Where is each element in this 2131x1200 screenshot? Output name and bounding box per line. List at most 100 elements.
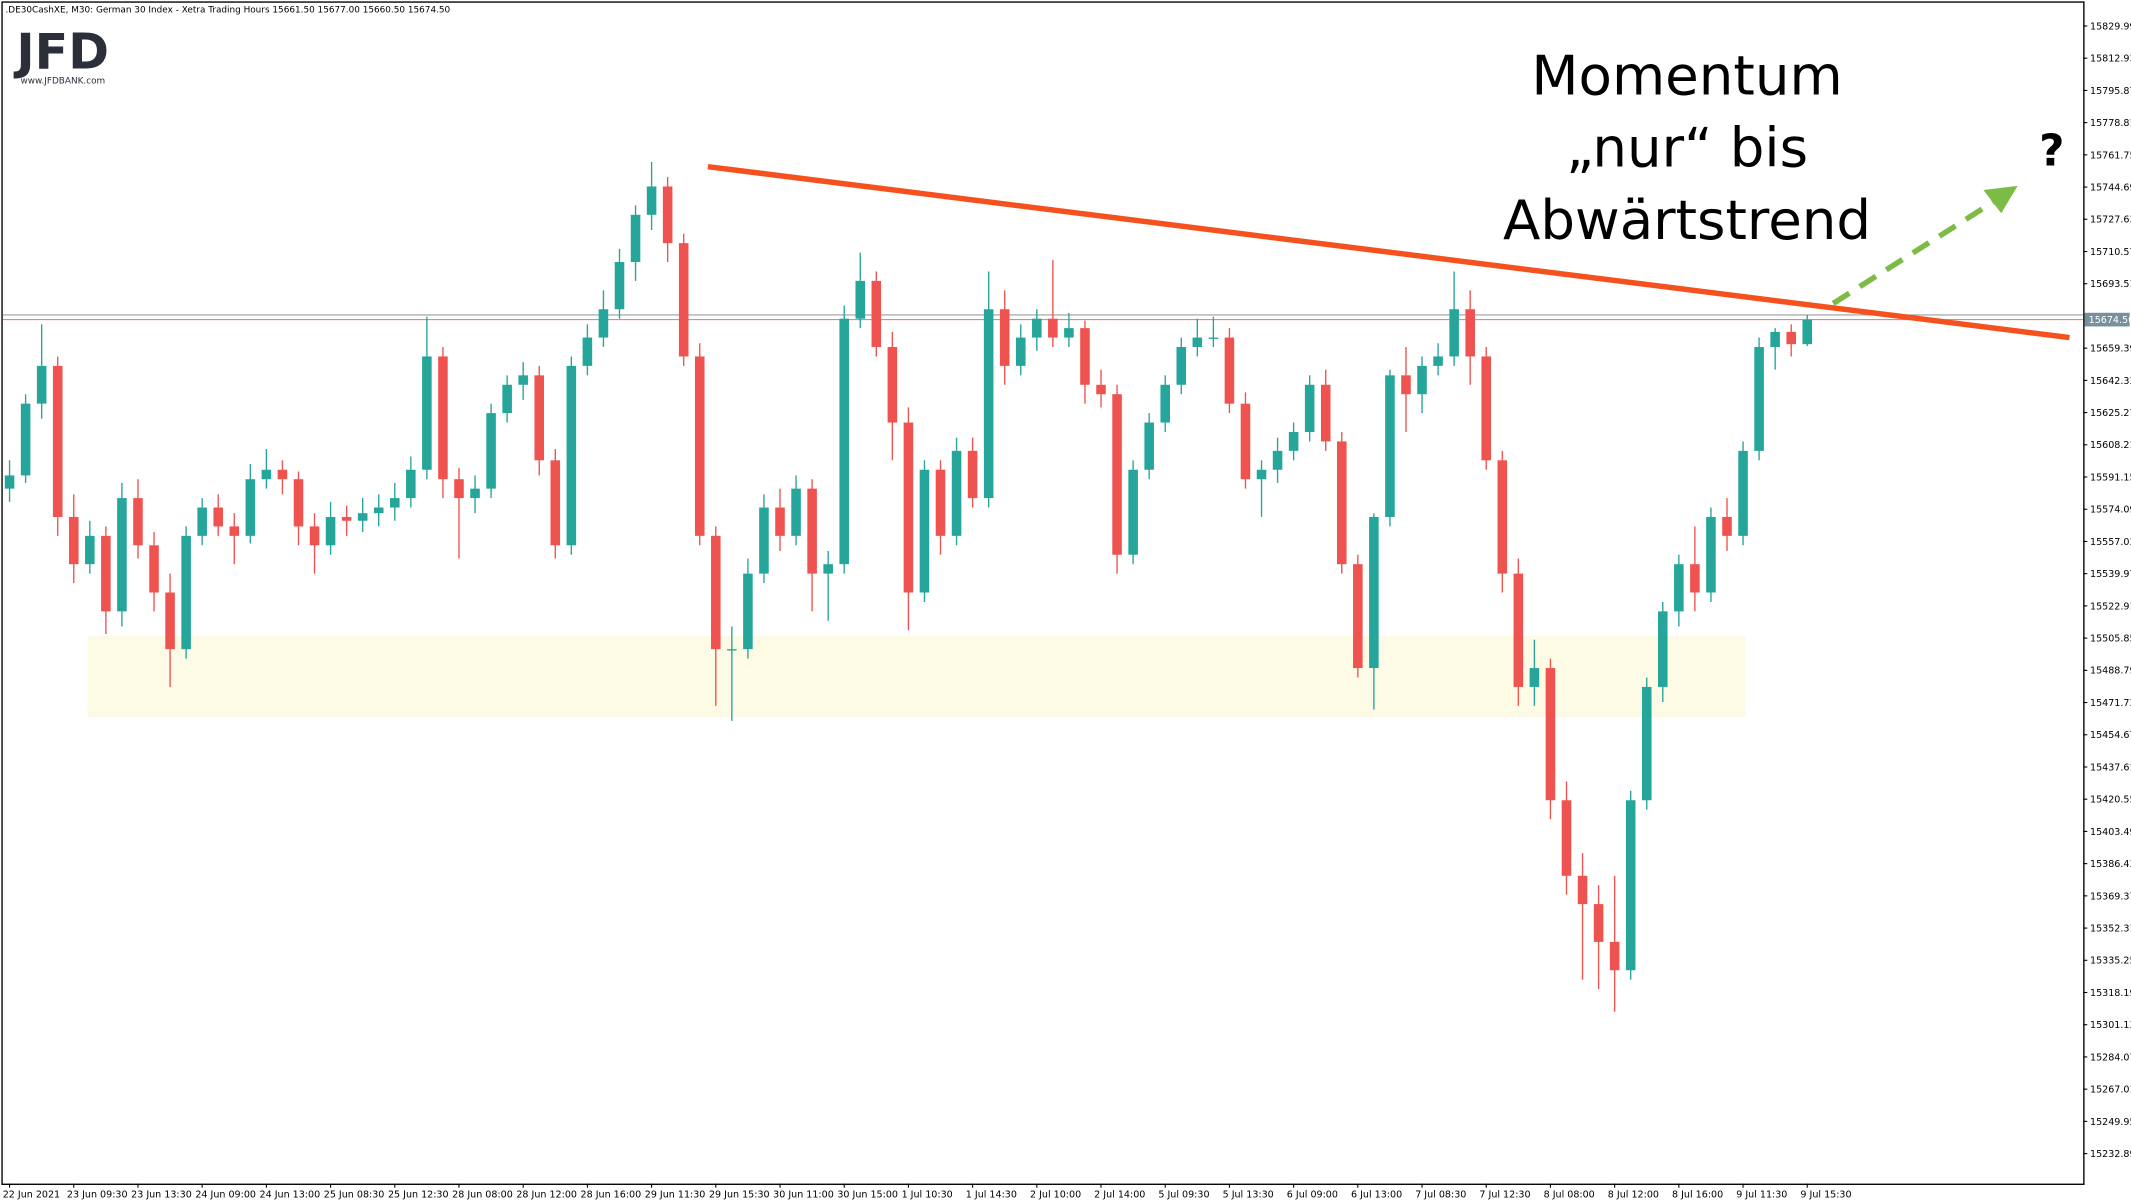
candle-body — [181, 535, 191, 650]
candle-body — [1369, 516, 1379, 669]
candle-body — [117, 498, 127, 612]
x-tick-label: 8 Jul 08:00 — [1544, 1189, 1595, 1200]
y-tick-label: 15539.97 — [2090, 569, 2131, 580]
candle-body — [1353, 564, 1363, 669]
candle-body — [711, 535, 721, 650]
x-tick-label: 28 Jun 16:00 — [581, 1189, 642, 1200]
x-tick-label: 6 Jul 13:00 — [1351, 1189, 1402, 1200]
x-tick-label: 23 Jun 09:30 — [67, 1189, 128, 1200]
y-tick-label: 15267.01 — [2090, 1085, 2131, 1096]
x-tick-label: 23 Jun 13:30 — [131, 1189, 192, 1200]
y-tick-label: 15488.79 — [2090, 666, 2131, 677]
candle-body — [470, 488, 480, 499]
candle-body — [1417, 365, 1427, 395]
y-tick-label: 15710.57 — [2090, 247, 2131, 258]
candle-body — [1385, 375, 1395, 517]
y-tick-label: 15608.21 — [2090, 440, 2131, 451]
candle-body — [1802, 319, 1813, 345]
candle-body — [357, 513, 368, 521]
candle-body — [694, 356, 705, 536]
candle-body — [406, 469, 416, 499]
candle-body — [1128, 469, 1138, 555]
y-tick-label: 15437.61 — [2090, 762, 2131, 773]
logo: JFD — [13, 22, 109, 80]
candle-body — [85, 535, 95, 565]
x-tick-label: 5 Jul 09:30 — [1158, 1189, 1209, 1200]
question-mark: ? — [2039, 125, 2064, 176]
candle-body — [1176, 347, 1187, 385]
y-tick-label: 15522.91 — [2090, 601, 2131, 612]
y-tick-label: 15727.63 — [2090, 215, 2131, 226]
candle-body — [1593, 904, 1604, 942]
candle-body — [1577, 875, 1588, 905]
candle-body — [373, 507, 384, 514]
candle-body — [887, 347, 898, 423]
candle-body — [277, 469, 288, 480]
support-zone — [87, 635, 1746, 718]
candle-body — [807, 488, 817, 574]
candle-body — [678, 243, 689, 357]
candle-body — [36, 365, 47, 404]
y-tick-label: 15761.75 — [2090, 150, 2131, 161]
candle-body — [983, 309, 994, 499]
y-tick-label: 15812.93 — [2090, 54, 2131, 65]
candle-body — [486, 413, 496, 489]
x-tick-label: 24 Jun 13:00 — [260, 1189, 321, 1200]
candle-body — [871, 280, 882, 348]
arrow-head — [1983, 185, 2018, 214]
x-tick-label: 1 Jul 14:30 — [966, 1189, 1017, 1200]
candle-body — [775, 507, 785, 536]
candle-body — [598, 309, 609, 338]
candle-body — [1048, 318, 1058, 338]
y-tick-label: 15591.15 — [2090, 472, 2131, 483]
x-tick-label: 6 Jul 09:00 — [1287, 1189, 1338, 1200]
x-tick-label: 29 Jun 11:30 — [645, 1189, 706, 1200]
x-tick-label: 25 Jun 12:30 — [388, 1189, 449, 1200]
candle-body — [438, 356, 448, 480]
candle-body — [1144, 422, 1154, 470]
x-tick-label: 2 Jul 10:00 — [1030, 1189, 1081, 1200]
candle-body — [1658, 611, 1668, 687]
candle-body — [68, 516, 79, 565]
x-tick-label: 24 Jun 09:00 — [195, 1189, 256, 1200]
candle-body — [149, 545, 159, 593]
candle-body — [935, 469, 946, 536]
candle-body — [1641, 686, 1652, 801]
candle-body — [1320, 384, 1331, 442]
candle-body — [967, 450, 978, 499]
candle-body — [1481, 356, 1492, 461]
x-tick-label: 8 Jul 16:00 — [1672, 1189, 1723, 1200]
candle-body — [743, 573, 753, 650]
y-tick-label: 15744.69 — [2090, 182, 2131, 193]
y-tick-label: 15284.07 — [2090, 1052, 2131, 1063]
candle-body — [759, 507, 769, 574]
candle-body — [630, 214, 641, 263]
candle-body — [566, 365, 577, 546]
candle-body — [534, 375, 545, 461]
candle-body — [422, 356, 432, 470]
y-tick-label: 15318.19 — [2090, 988, 2131, 999]
candle-body — [165, 592, 175, 650]
candle-body — [1754, 347, 1764, 451]
candle-body — [1064, 328, 1074, 338]
x-tick-label: 30 Jun 15:00 — [837, 1189, 898, 1200]
x-tick-label: 25 Jun 08:30 — [324, 1189, 385, 1200]
y-tick-label: 15471.73 — [2090, 698, 2131, 709]
x-tick-label: 9 Jul 11:30 — [1736, 1189, 1787, 1200]
annotation: Momentum — [1531, 43, 1842, 107]
candle-body — [1625, 800, 1636, 971]
candle-body — [1032, 318, 1042, 338]
candle-body — [245, 479, 256, 536]
x-tick-label: 5 Jul 13:30 — [1223, 1189, 1274, 1200]
candle-body — [823, 564, 833, 574]
arrow-shaft — [1831, 197, 1999, 306]
annotation: Abwärtstrend — [1503, 188, 1871, 252]
candle-body — [839, 318, 849, 565]
y-tick-label: 15505.85 — [2090, 634, 2131, 645]
candle-body — [20, 403, 31, 476]
candle-body — [1401, 375, 1411, 395]
candle-body — [502, 384, 512, 414]
y-tick-label: 15642.33 — [2090, 376, 2131, 387]
x-tick-label: 9 Jul 15:30 — [1800, 1189, 1851, 1200]
x-tick-label: 7 Jul 12:30 — [1479, 1189, 1530, 1200]
